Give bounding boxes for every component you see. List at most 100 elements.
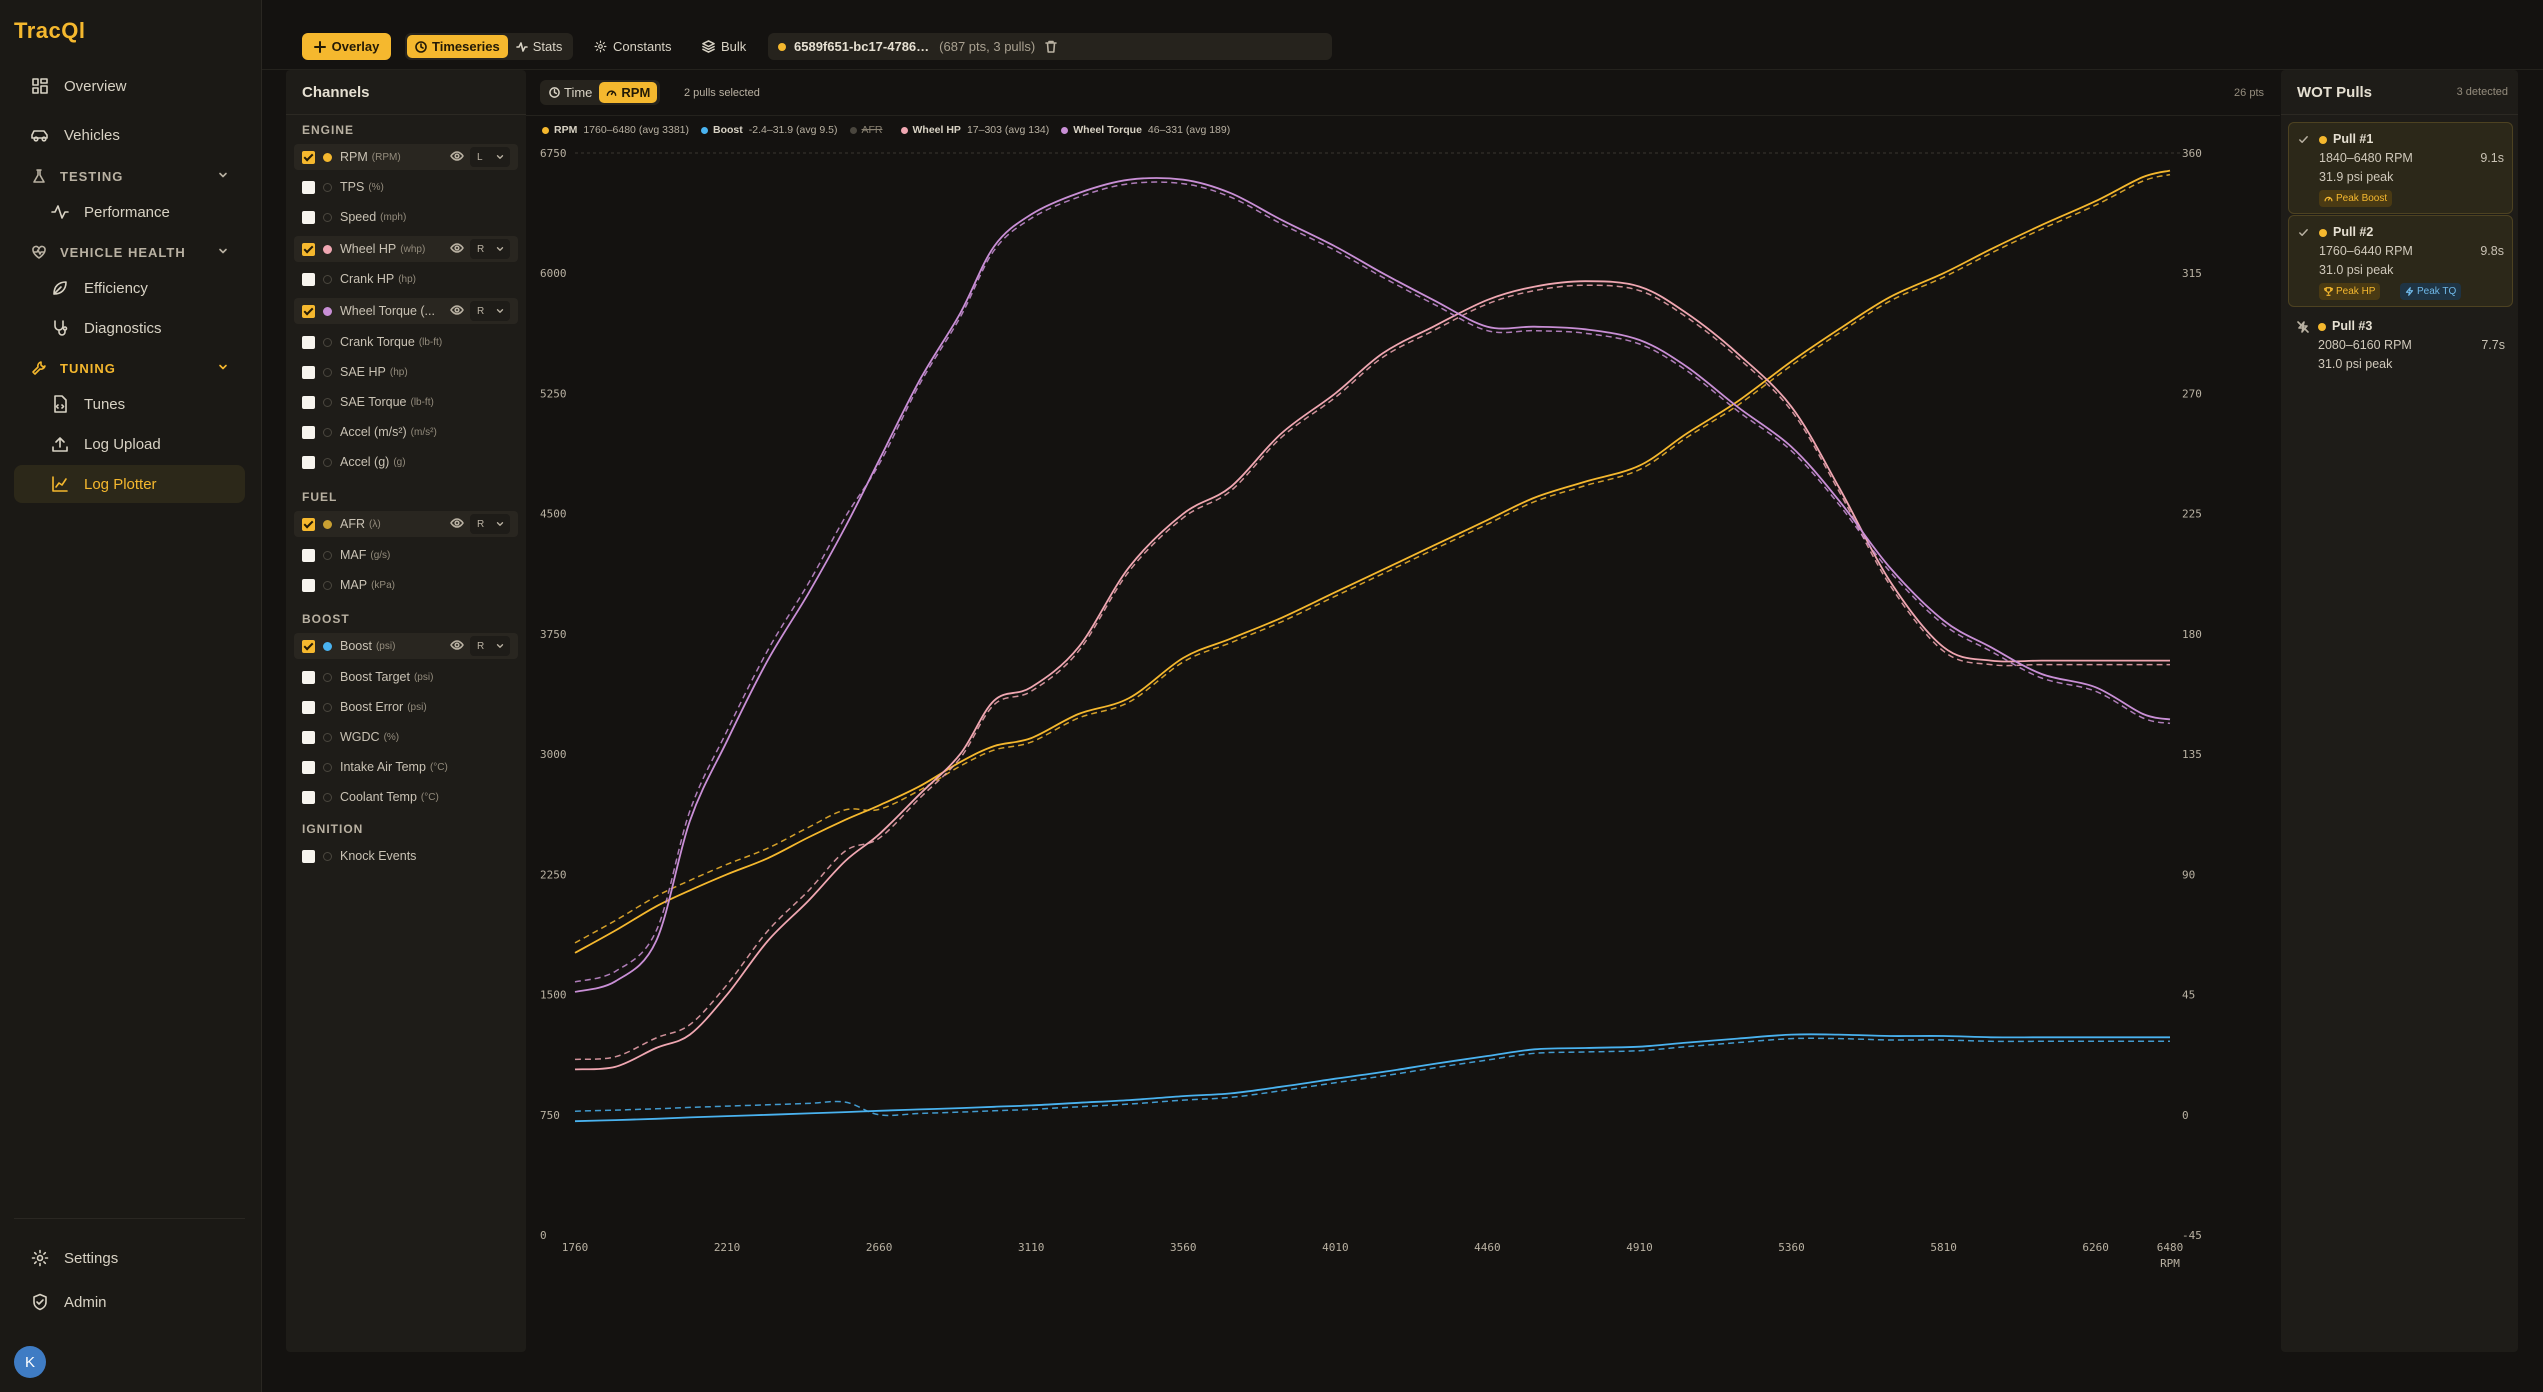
nav-admin[interactable]: Admin bbox=[14, 1283, 245, 1321]
rpm-chart[interactable]: 0 750 1500 2250 3000 3750 4500 5250 6000 6750 -45 0… bbox=[526, 140, 2280, 1352]
y-left-tick-label: 750 bbox=[540, 1109, 560, 1122]
pull-card-2[interactable]: Pull #2 1760–6440 RPM 9.8s 31.0 psi peak… bbox=[2288, 215, 2513, 307]
channel-map[interactable]: MAP (kPa) bbox=[294, 572, 518, 598]
channel-checkbox[interactable] bbox=[302, 425, 315, 439]
channel-accel-ms2[interactable]: Accel (m/s²) (m/s²) bbox=[294, 419, 518, 445]
channel-checkbox[interactable] bbox=[302, 517, 315, 531]
channel-accel-g[interactable]: Accel (g) (g) bbox=[294, 449, 518, 475]
channel-tps[interactable]: TPS (%) bbox=[294, 174, 518, 200]
y-right-tick-label: -45 bbox=[2182, 1229, 2202, 1242]
timeseries-tab[interactable]: Timeseries bbox=[407, 35, 508, 58]
eye-icon[interactable] bbox=[450, 638, 464, 655]
channel-intake-air-temp[interactable]: Intake Air Temp (°C) bbox=[294, 754, 518, 780]
channel-wheel-hp[interactable]: Wheel HP (whp) R bbox=[294, 236, 518, 262]
channel-checkbox[interactable] bbox=[302, 150, 315, 164]
file-chip[interactable]: 6589f651-bc17-4786… (687 pts, 3 pulls) bbox=[768, 33, 1332, 60]
channel-checkbox[interactable] bbox=[302, 849, 315, 863]
file-name: 6589f651-bc17-4786… bbox=[794, 39, 930, 54]
axis-select[interactable]: R bbox=[470, 514, 510, 534]
nav-vehicles[interactable]: Vehicles bbox=[14, 116, 245, 154]
sidebar-divider bbox=[14, 1218, 245, 1219]
activity-icon bbox=[50, 202, 70, 222]
user-avatar[interactable]: K bbox=[14, 1346, 46, 1378]
channel-checkbox[interactable] bbox=[302, 700, 315, 714]
channel-color-dot bbox=[323, 212, 332, 222]
mode-time-tab[interactable]: Time bbox=[542, 82, 599, 103]
channel-checkbox[interactable] bbox=[302, 365, 315, 379]
legend-wheel-hp[interactable]: Wheel HP 17–303 (avg 134) bbox=[900, 124, 1049, 136]
channel-afr[interactable]: AFR (λ) R bbox=[294, 511, 518, 537]
legend-range: -2.4–31.9 (avg 9.5) bbox=[748, 124, 838, 136]
channel-checkbox[interactable] bbox=[302, 455, 315, 469]
channel-crank-torque[interactable]: Crank Torque (lb-ft) bbox=[294, 329, 518, 355]
channel-wheel-torque[interactable]: Wheel Torque (... R bbox=[294, 298, 518, 324]
nav-performance[interactable]: Performance bbox=[14, 193, 245, 231]
channel-rpm[interactable]: RPM (RPM) L bbox=[294, 144, 518, 170]
channel-sae-hp[interactable]: SAE HP (hp) bbox=[294, 359, 518, 385]
channel-checkbox[interactable] bbox=[302, 242, 315, 256]
channel-checkbox[interactable] bbox=[302, 210, 315, 224]
nav-group-vehicle-health[interactable]: VEHICLE HEALTH bbox=[14, 237, 245, 267]
legend-wheel-torque[interactable]: Wheel Torque 46–331 (avg 189) bbox=[1061, 124, 1230, 136]
nav-group-testing[interactable]: TESTING bbox=[14, 161, 245, 191]
legend-swatch bbox=[900, 126, 908, 134]
legend-boost[interactable]: Boost -2.4–31.9 (avg 9.5) bbox=[701, 124, 838, 136]
channel-checkbox[interactable] bbox=[302, 639, 315, 653]
eye-icon[interactable] bbox=[450, 303, 464, 320]
channel-checkbox[interactable] bbox=[302, 395, 315, 409]
nav-group-tuning[interactable]: TUNING bbox=[14, 353, 245, 383]
channel-checkbox[interactable] bbox=[302, 548, 315, 562]
nav-log-upload[interactable]: Log Upload bbox=[14, 425, 245, 463]
overlay-button[interactable]: Overlay bbox=[302, 33, 391, 60]
legend-rpm[interactable]: RPM 1760–6480 (avg 3381) bbox=[542, 124, 689, 136]
channel-checkbox[interactable] bbox=[302, 790, 315, 804]
channel-speed[interactable]: Speed (mph) bbox=[294, 204, 518, 230]
pull-card-1[interactable]: Pull #1 1840–6480 RPM 9.1s 31.9 psi peak… bbox=[2288, 122, 2513, 214]
channel-checkbox[interactable] bbox=[302, 335, 315, 349]
check-icon bbox=[2298, 227, 2309, 241]
wot-pulls-panel: WOT Pulls 3 detected Pull #1 1840–6480 R… bbox=[2281, 70, 2518, 1352]
channel-boost-error[interactable]: Boost Error (psi) bbox=[294, 694, 518, 720]
channel-name: AFR bbox=[340, 517, 365, 531]
channel-checkbox[interactable] bbox=[302, 670, 315, 684]
trash-icon[interactable] bbox=[1045, 40, 1058, 53]
channel-coolant-temp[interactable]: Coolant Temp (°C) bbox=[294, 784, 518, 810]
eye-icon[interactable] bbox=[450, 516, 464, 533]
channel-wgdc[interactable]: WGDC (%) bbox=[294, 724, 518, 750]
nav-tunes[interactable]: Tunes bbox=[14, 385, 245, 423]
stats-tab[interactable]: Stats bbox=[508, 35, 571, 58]
channel-checkbox[interactable] bbox=[302, 760, 315, 774]
nav-diagnostics[interactable]: Diagnostics bbox=[14, 309, 245, 347]
channel-knock-events[interactable]: Knock Events bbox=[294, 843, 518, 869]
channel-crank-hp[interactable]: Crank HP (hp) bbox=[294, 266, 518, 292]
nav-log-plotter[interactable]: Log Plotter bbox=[14, 465, 245, 503]
channel-color-dot bbox=[323, 274, 332, 284]
eye-icon[interactable] bbox=[450, 241, 464, 258]
bulk-button[interactable]: Bulk bbox=[694, 33, 754, 60]
channel-boost-target[interactable]: Boost Target (psi) bbox=[294, 664, 518, 690]
pull-card-3[interactable]: Pull #3 2080–6160 RPM 7.7s 31.0 psi peak bbox=[2288, 310, 2513, 371]
channel-checkbox[interactable] bbox=[302, 730, 315, 744]
channel-checkbox[interactable] bbox=[302, 578, 315, 592]
channel-checkbox[interactable] bbox=[302, 180, 315, 194]
nav-overview[interactable]: Overview bbox=[14, 67, 245, 105]
pull-name: Pull #1 bbox=[2333, 132, 2374, 146]
constants-button[interactable]: Constants bbox=[586, 33, 680, 60]
axis-select[interactable]: L bbox=[470, 147, 510, 167]
channel-checkbox[interactable] bbox=[302, 304, 315, 318]
channel-checkbox[interactable] bbox=[302, 272, 315, 286]
nav-settings[interactable]: Settings bbox=[14, 1239, 245, 1277]
channel-boost[interactable]: Boost (psi) R bbox=[294, 633, 518, 659]
channel-sae-torque[interactable]: SAE Torque (lb-ft) bbox=[294, 389, 518, 415]
wot-title: WOT Pulls bbox=[2297, 84, 2372, 101]
axis-select[interactable]: R bbox=[470, 301, 510, 321]
legend-afr[interactable]: AFR bbox=[849, 124, 889, 136]
eye-icon[interactable] bbox=[450, 149, 464, 166]
channel-maf[interactable]: MAF (g/s) bbox=[294, 542, 518, 568]
x-tick-label: 5360 bbox=[1778, 1241, 1805, 1254]
mode-rpm-tab[interactable]: RPM bbox=[599, 82, 658, 103]
axis-select[interactable]: R bbox=[470, 636, 510, 656]
axis-select[interactable]: R bbox=[470, 239, 510, 259]
nav-vehicles-label: Vehicles bbox=[64, 126, 120, 144]
nav-efficiency[interactable]: Efficiency bbox=[14, 269, 245, 307]
